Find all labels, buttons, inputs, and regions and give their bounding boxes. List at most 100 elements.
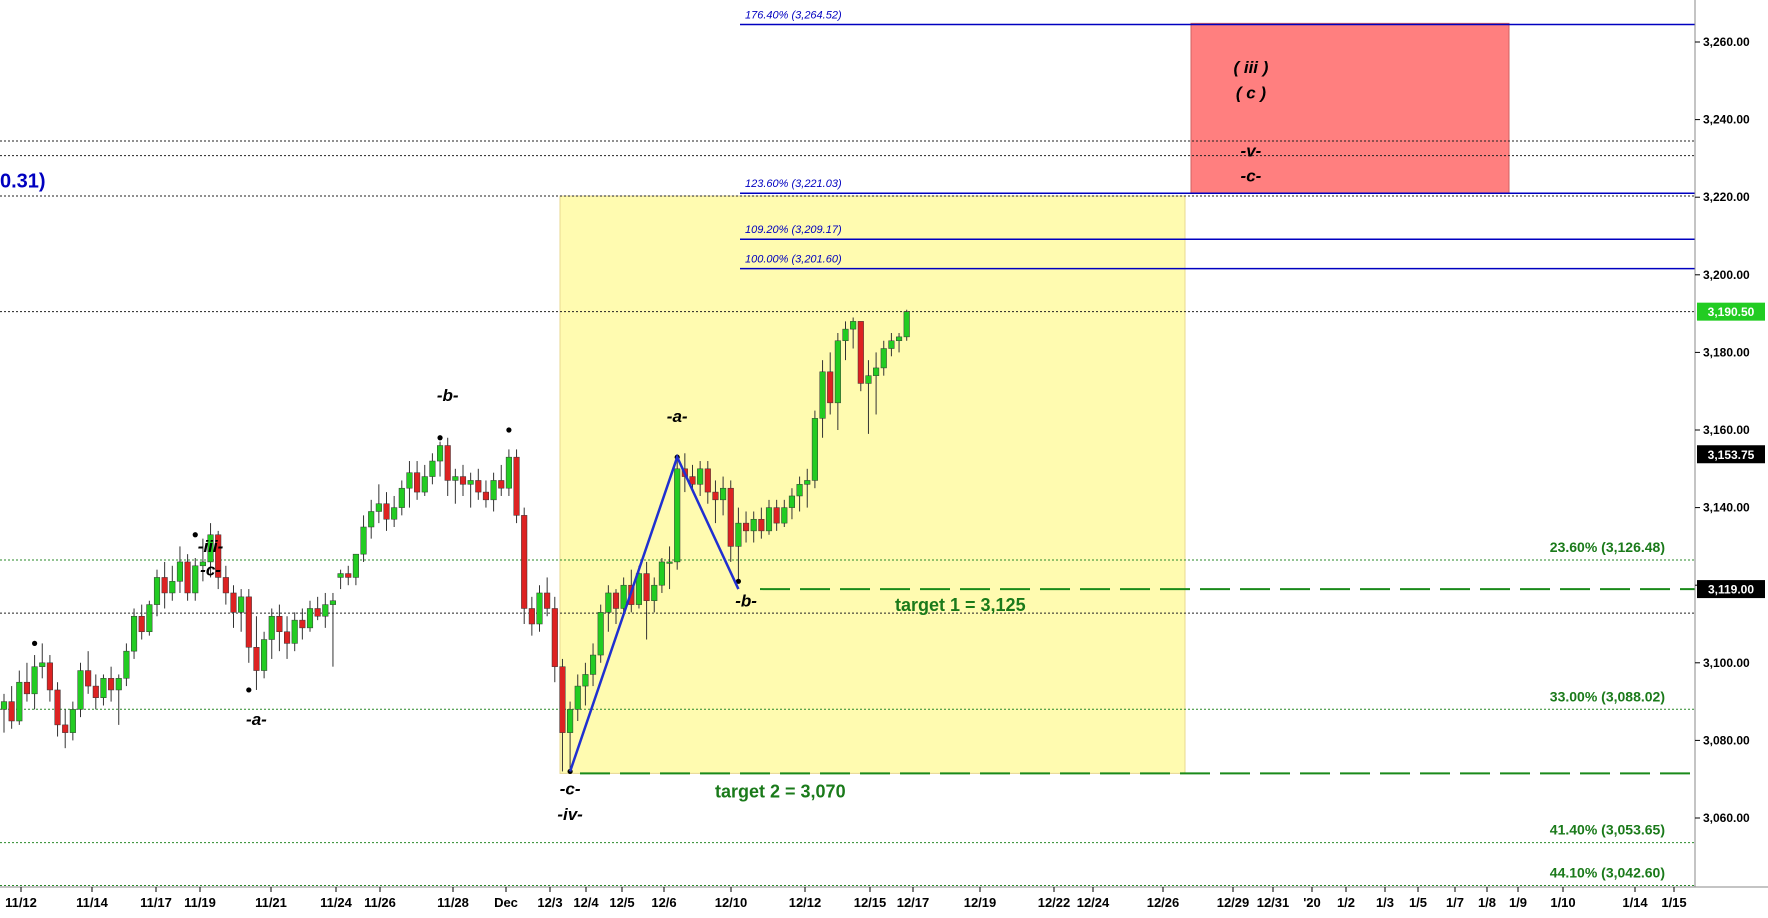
candle-down	[138, 615, 145, 633]
candle-up	[268, 615, 275, 640]
time-tick-label: 1/7	[1446, 895, 1464, 910]
candle-down	[314, 608, 321, 617]
candle-down	[528, 608, 535, 625]
time-tick-label: 12/10	[715, 895, 748, 910]
candle-up	[597, 612, 604, 656]
time-tick-label: 12/29	[1217, 895, 1250, 910]
candle-down	[108, 678, 115, 691]
candle-up	[291, 619, 298, 644]
candle-up	[903, 311, 910, 338]
time-tick-label: 12/12	[789, 895, 822, 910]
blue-fib-label: 123.60% (3,221.03)	[745, 178, 842, 190]
candle-up	[842, 328, 849, 342]
green-fib-label: 33.00% (3,088.02)	[1550, 688, 1665, 704]
candle-up	[574, 685, 581, 710]
time-tick-label: 12/19	[964, 895, 997, 910]
candle-up	[306, 608, 314, 629]
candle-up	[658, 561, 665, 586]
left-edge-label: 0.31)	[0, 171, 46, 193]
time-tick-label: 11/19	[184, 895, 216, 910]
blue-fib-label: 109.20% (3,209.17)	[745, 224, 842, 236]
price-badge	[1697, 445, 1765, 464]
candle-up	[567, 709, 574, 733]
price-tick-label: 3,140.00	[1703, 501, 1750, 515]
candle-down	[459, 476, 467, 485]
candle-up	[123, 650, 130, 679]
horizontal-levels: 176.40% (3,264.52) 123.60% (3,221.03) 109.…	[0, 9, 1695, 887]
candle-up	[811, 418, 818, 481]
time-tick-label: 1/3	[1376, 895, 1394, 910]
candle-down	[482, 491, 489, 501]
time-tick-label: 11/24	[320, 895, 353, 910]
time-tick-label: 12/22	[1038, 895, 1071, 910]
time-tick-label: 11/26	[364, 895, 396, 910]
candle-down	[773, 507, 780, 524]
time-tick-label: 12/6	[651, 895, 676, 910]
candle-up	[819, 371, 826, 419]
candle-down	[551, 608, 558, 667]
price-badge	[1697, 580, 1765, 599]
time-tick-label: Dec	[494, 895, 518, 910]
candle-up	[146, 604, 153, 633]
candle-down	[245, 596, 252, 648]
wave-label: -a-	[246, 710, 267, 729]
wave-label: -b-	[735, 592, 757, 611]
candle-up	[850, 321, 857, 330]
candle-down	[299, 619, 306, 629]
candle-down	[222, 577, 229, 594]
time-tick-label: 1/14	[1622, 895, 1648, 910]
candle-down	[383, 503, 390, 520]
candle-down	[54, 689, 61, 726]
price-tick-label: 3,180.00	[1703, 345, 1750, 359]
candle-up	[834, 340, 841, 404]
time-tick-label: 12/4	[573, 895, 599, 910]
time-tick-label: 12/24	[1077, 895, 1110, 910]
price-badge-label: 3,190.50	[1708, 305, 1755, 319]
candle-up	[880, 348, 887, 369]
candle-up	[697, 468, 704, 485]
candle-up	[467, 480, 474, 485]
candle-up	[391, 507, 398, 520]
candle-up	[620, 584, 627, 609]
candle-down	[276, 615, 283, 633]
time-tick-label: 1/10	[1550, 895, 1575, 910]
candle-up	[888, 340, 895, 349]
wave-label: -iii-	[198, 537, 224, 556]
candle-up	[69, 709, 76, 733]
candle-up	[406, 472, 413, 489]
candle-up	[666, 561, 673, 564]
wave-label: -c-	[560, 780, 581, 799]
candle-down	[475, 480, 482, 493]
candle-down	[498, 480, 505, 489]
candle-down	[184, 561, 191, 594]
pivot-dot	[437, 435, 443, 441]
candle-up	[153, 577, 161, 605]
candlesticks	[0, 309, 910, 775]
price-tick-label: 3,240.00	[1703, 113, 1750, 127]
candle-up	[590, 654, 597, 675]
wave-label: -c-	[1241, 167, 1262, 186]
candle-down	[230, 592, 237, 613]
candle-up	[735, 522, 742, 547]
blue-fib-label: 100.00% (3,201.60)	[745, 254, 842, 266]
wave-label: -b-	[437, 386, 459, 405]
candle-down	[857, 321, 864, 384]
time-tick-label: 12/26	[1147, 895, 1180, 910]
candle-up	[452, 476, 459, 481]
candle-down	[513, 456, 520, 516]
candle-up	[77, 670, 84, 710]
time-tick-label: 1/5	[1409, 895, 1427, 910]
candle-up	[368, 511, 375, 528]
candle-down	[215, 534, 222, 578]
candle-down	[712, 491, 719, 501]
candle-up	[169, 581, 176, 594]
time-tick-label: 1/2	[1337, 895, 1355, 910]
candle-up	[873, 367, 880, 376]
time-tick-label: 12/31	[1257, 895, 1290, 910]
candle-down	[85, 670, 92, 687]
candle-up	[176, 561, 183, 582]
wave-label: -iv-	[557, 805, 583, 824]
candle-up	[429, 460, 436, 477]
